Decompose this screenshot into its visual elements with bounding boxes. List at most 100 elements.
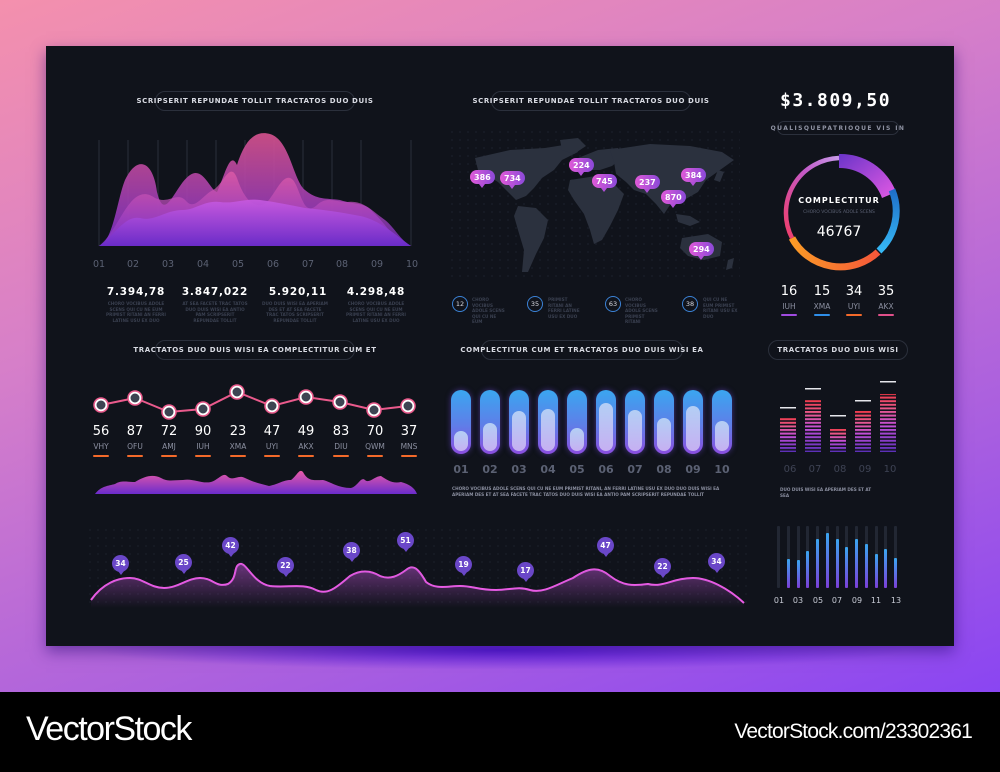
capsule-bar [596,390,616,454]
capsule-bar [683,390,703,454]
badge-caption: CHORO VOCIBUS ADOLE SCENS QUI CU NE EUM [472,297,505,324]
stat-value: 4.298,48 [346,286,406,298]
wave-pin[interactable]: 51 [397,532,414,552]
wave-pin[interactable]: 19 [455,556,472,576]
wave-pin[interactable]: 17 [517,562,534,582]
capsule-label: 01 [453,463,469,476]
point-value: 90 [194,424,212,439]
capsule-bar [480,390,500,454]
point-value: 47 [263,424,281,439]
eq-label: 10 [883,464,897,475]
eq-label: 09 [858,464,872,475]
capsule-bar [567,390,587,454]
stat-value: 7.394,78 [106,286,166,298]
capsule-label: 07 [627,463,643,476]
vbar [845,547,848,588]
legend-value: 35 [877,284,895,299]
x-tick: 03 [161,259,175,270]
legend-swatch [878,314,894,316]
donut-chart [783,153,900,271]
capsule-bar [712,390,732,454]
vbar [797,560,800,588]
capsule-bar [654,390,674,454]
legend-swatch [814,314,830,316]
point-underline [161,455,177,457]
point-code: QWM [365,442,385,451]
point-underline [264,455,280,457]
x-tick: 04 [196,259,210,270]
vbar-label: 09 [851,596,863,605]
badge-caption: CHORO VOCIBUS ADOLE SCENS PRIMIST RITANI [625,297,658,324]
capsule-label: 05 [569,463,585,476]
mini-area-chart [95,470,417,494]
vbar [884,549,887,588]
vbar-label: 07 [831,596,843,605]
brand-logo: VectorStock [26,710,192,748]
point-code: VHY [93,442,109,451]
area-chart [98,133,412,246]
point-value: 56 [92,424,110,439]
capsule-label: 10 [714,463,730,476]
x-tick: 10 [405,259,419,270]
vbar-label: 01 [773,596,785,605]
wave-pin[interactable]: 22 [654,558,671,578]
legend-swatch [846,314,862,316]
wave-pin[interactable]: 42 [222,537,239,557]
map-pin[interactable]: 224 [569,158,594,176]
map-pin[interactable]: 384 [681,168,706,186]
donut-subtitle: QUALISQUEPATRIOQUE VIS IN [771,121,904,135]
point-code: IUH [196,442,210,451]
vbar [787,559,790,588]
map-pin[interactable]: 734 [500,171,525,189]
capsule-label: 06 [598,463,614,476]
wave-pin[interactable]: 34 [708,553,725,573]
badge-caption: QUI CU NE EUM PRIMIST RITANI USU EX DUO [703,297,738,319]
total-amount: $3.809,50 [780,90,892,111]
point-code: DIU [334,442,348,451]
capsule-bar [625,390,645,454]
vbar-label: 11 [870,596,882,605]
point-underline [127,455,143,457]
wave-pin[interactable]: 38 [343,542,360,562]
stat-caption: CHORO VOCIBUS ADOLE SCENS QUI CU NE EUM … [106,301,166,323]
vbar [894,558,897,588]
wave-chart [88,528,748,608]
map-title: SCRIPSERIT REPUNDAE TOLLIT TRACTATOS DUO… [472,91,709,111]
stat-value: 5.920,11 [268,286,328,298]
x-tick: 09 [370,259,384,270]
map-pin[interactable]: 870 [661,190,686,208]
stat-caption: DUO DUIS WISI EA APERIAM DES ET AT SEA F… [262,301,328,323]
point-code: MNS [400,442,418,451]
wave-pin[interactable]: 34 [112,555,129,575]
legend-code: AKX [878,302,894,311]
vbar [865,544,868,588]
map-pin[interactable]: 237 [635,175,660,193]
eq-label: 08 [833,464,847,475]
x-tick: 06 [266,259,280,270]
map-pin[interactable]: 745 [592,174,617,192]
eq-label: 07 [808,464,822,475]
legend-code: UYI [847,302,861,311]
map-pin[interactable]: 386 [470,170,495,188]
map-pin[interactable]: 294 [689,242,714,260]
capsule-bar [538,390,558,454]
point-value: 23 [229,424,247,439]
badge-circle: 63 [605,296,621,312]
wave-pin[interactable]: 25 [175,554,192,574]
equalizer-title: TRACTATOS DUO DUIS WISI [768,340,908,360]
point-underline [333,455,349,457]
x-tick: 07 [301,259,315,270]
line-chart-title: TRACTATOS DUO DUIS WISI EA COMPLECTITUR … [133,340,376,360]
wave-pin[interactable]: 47 [597,537,614,557]
badge-circle: 35 [527,296,543,312]
wave-pin[interactable]: 22 [277,557,294,577]
badge-circle: 38 [682,296,698,312]
point-underline [93,455,109,457]
badge-caption: PRIMIST RITANI AN FERRI LATINE USU EX DU… [548,297,580,319]
area-chart-title: SCRIPSERIT REPUNDAE TOLLIT TRACTATOS DUO… [136,91,373,111]
capsule-label: 04 [540,463,556,476]
capsule-bar [451,390,471,454]
vbar [855,539,858,588]
vbar-label: 05 [812,596,824,605]
x-tick: 08 [335,259,349,270]
